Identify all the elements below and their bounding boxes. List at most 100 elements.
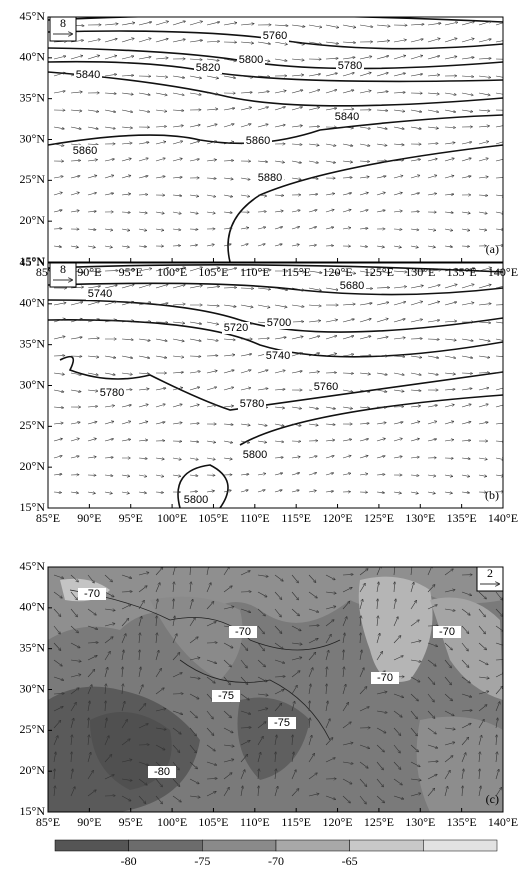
vector bbox=[190, 387, 199, 390]
vector bbox=[479, 229, 487, 230]
vector bbox=[122, 110, 132, 112]
vector bbox=[428, 143, 438, 144]
vector bbox=[428, 56, 440, 59]
contour-label: -75 bbox=[218, 690, 234, 702]
contour-label: -75 bbox=[274, 717, 290, 729]
vector bbox=[394, 287, 406, 288]
vector bbox=[105, 24, 118, 25]
vector bbox=[88, 406, 97, 407]
vector bbox=[139, 339, 150, 341]
vector bbox=[190, 491, 197, 492]
vector bbox=[394, 176, 403, 178]
vector bbox=[326, 73, 337, 76]
vector bbox=[394, 211, 402, 212]
vector bbox=[309, 336, 320, 339]
contour-label: 5820 bbox=[196, 62, 220, 74]
vector bbox=[343, 319, 354, 322]
vector bbox=[292, 126, 302, 127]
vector bbox=[496, 40, 508, 42]
vector bbox=[445, 127, 455, 128]
vector bbox=[173, 475, 181, 476]
vector bbox=[105, 93, 116, 94]
vector bbox=[122, 143, 132, 144]
x-tick-label: 135°E bbox=[447, 265, 477, 279]
vector bbox=[445, 475, 453, 476]
vector bbox=[360, 319, 371, 322]
vector bbox=[139, 422, 148, 424]
y-tick-label: 20°N bbox=[20, 459, 46, 473]
vector bbox=[54, 373, 64, 374]
colorbar-swatch bbox=[423, 840, 497, 851]
vector bbox=[411, 422, 420, 424]
vector bbox=[156, 21, 168, 25]
contour-label: -80 bbox=[154, 766, 170, 778]
vector bbox=[139, 176, 148, 178]
vector bbox=[71, 176, 80, 178]
y-tick-label: 45°N bbox=[20, 255, 46, 269]
vector bbox=[139, 22, 151, 25]
vector bbox=[88, 422, 97, 424]
vector bbox=[173, 195, 182, 196]
vector bbox=[394, 246, 401, 247]
vector bbox=[445, 405, 454, 407]
vector bbox=[190, 441, 198, 442]
vector bbox=[139, 229, 147, 231]
vector bbox=[394, 319, 405, 322]
vector bbox=[224, 23, 237, 25]
vector bbox=[360, 25, 373, 27]
vector bbox=[258, 388, 268, 390]
vector bbox=[207, 76, 218, 78]
vector bbox=[462, 142, 472, 144]
vector bbox=[360, 474, 368, 475]
vector bbox=[326, 227, 333, 229]
vector bbox=[224, 178, 233, 179]
vector bbox=[377, 210, 385, 212]
vector bbox=[479, 141, 488, 144]
vector bbox=[428, 75, 439, 76]
vector bbox=[156, 404, 165, 407]
y-tick-label: 25°N bbox=[20, 172, 46, 186]
vector bbox=[479, 39, 491, 42]
vector bbox=[479, 356, 490, 358]
vector bbox=[241, 474, 249, 475]
vector bbox=[309, 144, 319, 145]
vector bbox=[139, 246, 146, 247]
vector bbox=[275, 59, 287, 61]
vector bbox=[428, 127, 438, 128]
vector bbox=[326, 473, 333, 475]
vector bbox=[496, 125, 506, 127]
vector bbox=[445, 246, 452, 247]
vector bbox=[394, 338, 405, 339]
vector bbox=[428, 285, 440, 288]
x-tick-label: 125°E bbox=[364, 265, 394, 279]
x-tick-label: 140°E bbox=[488, 815, 518, 829]
vector bbox=[207, 339, 218, 341]
y-tick-label: 25°N bbox=[20, 418, 46, 432]
vector bbox=[156, 76, 167, 77]
vector bbox=[479, 404, 488, 407]
vector bbox=[207, 244, 214, 246]
vector bbox=[309, 321, 320, 322]
vector bbox=[411, 373, 421, 375]
vector bbox=[411, 475, 419, 476]
vector bbox=[241, 354, 251, 356]
vector bbox=[445, 389, 455, 390]
vector bbox=[394, 73, 405, 76]
x-tick-label: 110°E bbox=[240, 815, 270, 829]
vector bbox=[292, 210, 300, 212]
x-tick-label: 125°E bbox=[364, 815, 394, 829]
vector bbox=[156, 176, 165, 178]
vector bbox=[88, 373, 98, 375]
vector bbox=[156, 339, 167, 341]
vector bbox=[139, 38, 151, 42]
vector bbox=[462, 76, 474, 77]
vector bbox=[326, 320, 337, 322]
vector bbox=[241, 305, 253, 307]
vector bbox=[496, 141, 505, 144]
vector bbox=[428, 475, 436, 476]
vector bbox=[428, 421, 437, 424]
vector bbox=[445, 194, 454, 195]
vector bbox=[88, 110, 99, 112]
x-tick-label: 95°E bbox=[119, 265, 143, 279]
